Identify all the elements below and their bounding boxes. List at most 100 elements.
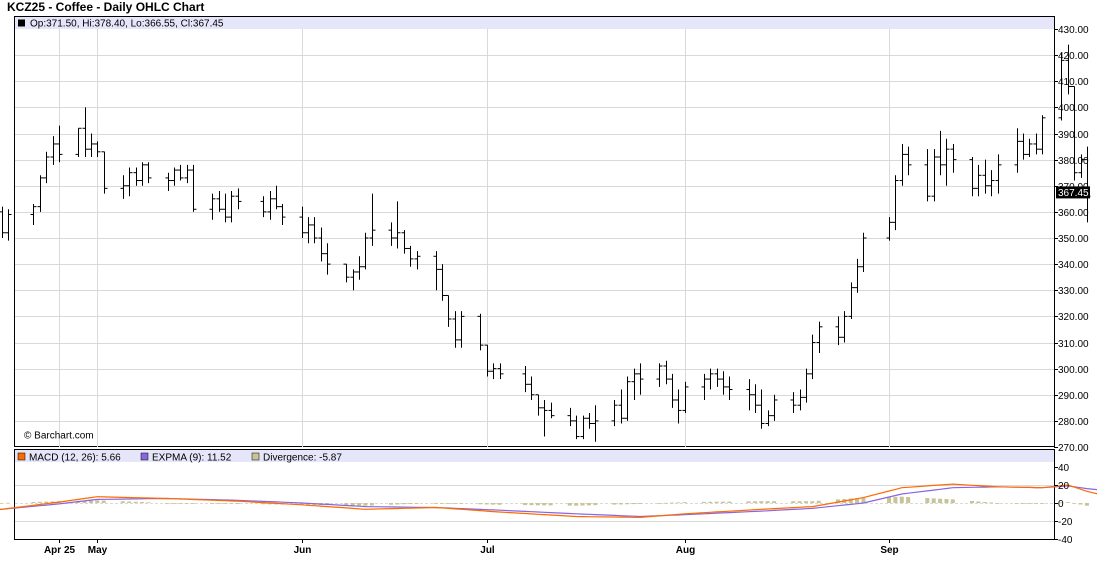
date-tick-label: May	[88, 545, 108, 556]
divergence-bar	[580, 503, 585, 506]
ohlc-bar	[184, 164, 191, 184]
price-tick-label: 270.00	[1058, 443, 1089, 454]
divergence-bar	[299, 503, 304, 505]
price-tick-label: 300.00	[1058, 365, 1089, 376]
divergence-bar	[210, 503, 215, 504]
divergence-bar	[669, 502, 674, 504]
divergence-bar	[529, 503, 534, 506]
ohlc-bar	[88, 133, 95, 158]
divergence-bar	[855, 498, 860, 503]
ohlc-bar	[522, 366, 529, 393]
ohlc-bar	[75, 127, 82, 158]
ohlc-bar	[401, 230, 408, 254]
indicator-grid	[15, 485, 1054, 522]
divergence-bar	[484, 503, 489, 505]
chart-title: KCZ25 - Coffee - Daily OHLC Chart	[7, 0, 205, 14]
divergence-bar	[491, 503, 496, 505]
ohlc-bar	[165, 172, 172, 191]
divergence-bar	[440, 503, 445, 504]
ohlc-bar	[82, 107, 89, 158]
date-tick-label: Sep	[880, 545, 898, 556]
divergence-bar	[452, 503, 457, 504]
divergence-bar	[101, 500, 106, 503]
ohlc-bar	[988, 170, 995, 197]
ohlc-bar	[541, 399, 548, 437]
divergence-bar	[721, 501, 725, 503]
ohlc-bar	[235, 188, 242, 210]
ohlc-bar	[273, 185, 280, 210]
ohlc-bar	[267, 190, 274, 220]
ohlc-bar	[1071, 85, 1078, 181]
ohlc-bar	[816, 321, 823, 353]
divergence-bar	[5, 502, 10, 504]
divergence-bar	[146, 502, 151, 504]
divergence-bar	[1065, 502, 1070, 503]
divergence-bar	[906, 497, 911, 503]
divergence-bar	[31, 502, 36, 503]
divergence-bar	[133, 501, 138, 503]
price-tick-label: 280.00	[1058, 417, 1089, 428]
divergence-bar	[184, 503, 189, 504]
ohlc-bar	[445, 294, 452, 327]
price-tick-label: 350.00	[1058, 234, 1089, 245]
date-axis: Apr 25 May Jun Jul Aug Sep	[44, 539, 899, 556]
ohlc-bar	[1033, 133, 1040, 155]
ohlc-bar	[943, 138, 950, 186]
price-tick-label: 410.00	[1058, 77, 1089, 88]
expma-line	[0, 485, 1097, 518]
divergence-bar	[772, 501, 777, 503]
ohlc-bar	[414, 251, 421, 270]
ohlc-bar	[790, 392, 797, 414]
ohlc-bar	[682, 381, 689, 414]
divergence-bar	[567, 503, 572, 506]
divergence-bar	[861, 497, 866, 503]
ohlc-bar	[190, 164, 197, 212]
divergence-bar	[810, 501, 815, 503]
divergence-bar	[970, 500, 974, 503]
price-tick-label: 400.00	[1058, 103, 1089, 114]
divergence-bar	[0, 503, 4, 504]
divergence-bar	[395, 503, 400, 505]
ohlc-bar	[1065, 44, 1072, 95]
divergence-bar	[631, 503, 636, 505]
ohlc-bar	[765, 410, 772, 427]
divergence-bar	[82, 500, 87, 503]
divergence-bar	[657, 503, 662, 504]
ohlc-bar	[37, 175, 44, 212]
divergence-legend-label: Divergence: -5.87	[263, 453, 342, 464]
ohlc-bar	[1039, 115, 1046, 155]
divergence-bar	[899, 496, 904, 503]
ohlc-bar	[458, 311, 465, 348]
price-bars	[0, 44, 1091, 442]
divergence-bar	[1027, 503, 1032, 504]
divergence-bar	[171, 503, 176, 504]
ohlc-bar	[1058, 52, 1065, 121]
divergence-bar	[586, 503, 591, 506]
ohlc-bar	[931, 149, 938, 202]
ohlc-bar	[228, 190, 235, 223]
price-tick-label: 420.00	[1058, 51, 1089, 62]
price-tick-label: 390.00	[1058, 130, 1089, 141]
ohlc-bar	[362, 232, 369, 270]
ohlc-bar	[580, 415, 587, 440]
ohlc-bar	[394, 201, 401, 249]
ohlc-bar	[995, 154, 1002, 194]
ohlc-bar	[937, 130, 944, 176]
divergence-bar	[50, 501, 55, 503]
divergence-bar	[95, 500, 100, 503]
ohlc-bar	[133, 167, 140, 186]
divergence-bar	[120, 501, 125, 503]
ohlc-bar	[497, 363, 504, 380]
ohlc-bar	[94, 141, 101, 158]
divergence-bar	[497, 503, 502, 505]
ohlc-bar	[618, 389, 625, 424]
ohlc-bar	[477, 313, 484, 351]
divergence-bar	[1014, 503, 1019, 504]
ohlc-bar	[216, 190, 223, 212]
ohlc-bar	[1078, 154, 1085, 178]
ohlc-bar	[43, 151, 50, 184]
ohlc-bar	[624, 376, 631, 421]
ohlc-bar	[171, 167, 178, 186]
ohlc-bar	[637, 363, 644, 395]
